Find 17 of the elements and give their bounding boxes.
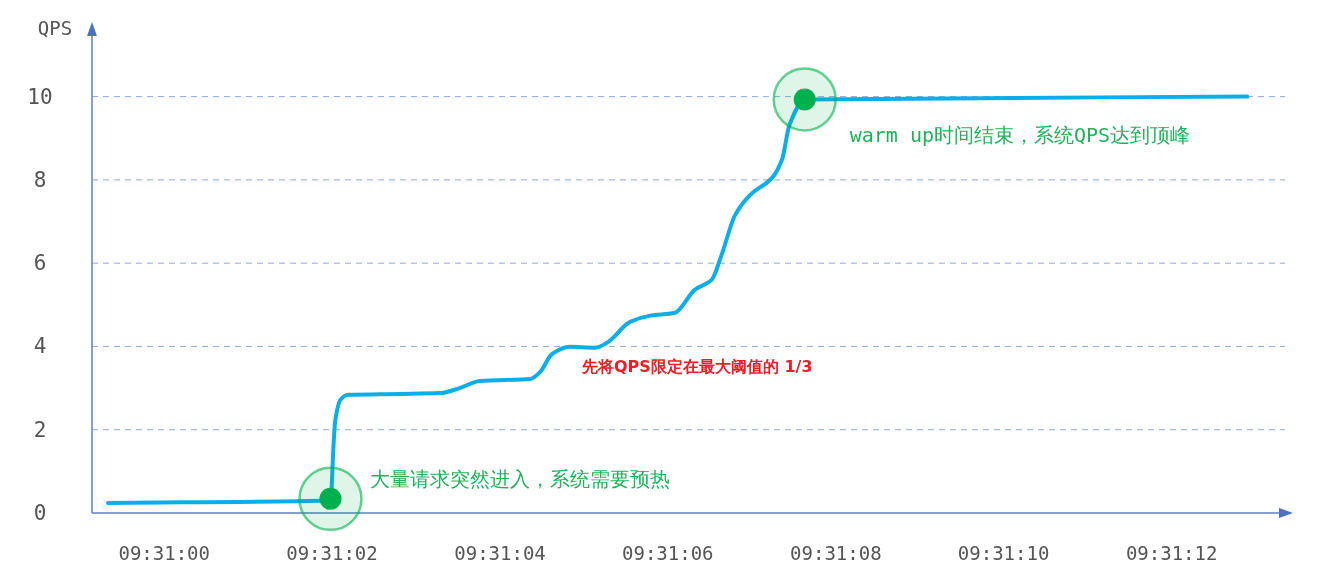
y-axis-title: QPS (37, 17, 73, 39)
y-tick-label: 6 (33, 251, 47, 276)
x-tick-label: 09:31:10 (957, 542, 1050, 564)
y-tick-label: 2 (33, 417, 47, 442)
annotation: 大量请求突然进入，系统需要预热 (370, 466, 671, 491)
y-tick-label: 4 (33, 334, 47, 359)
x-tick-label: 09:31:08 (790, 542, 882, 564)
y-tick-label: 8 (33, 167, 47, 192)
y-tick-label: 10 (27, 84, 53, 109)
x-tick-label: 09:31:06 (622, 542, 714, 564)
y-tick-label: 0 (33, 501, 47, 525)
x-tick-label: 09:31:12 (1125, 542, 1218, 564)
annotation: 先将QPS限定在最大阈值的 1/3 (581, 357, 813, 376)
x-tick-label: 09:31:02 (286, 542, 378, 564)
x-tick-label: 09:31:04 (454, 542, 546, 564)
annotation: warm up时间结束，系统QPS达到顶峰 (849, 122, 1191, 147)
x-tick-label: 09:31:00 (118, 542, 210, 564)
